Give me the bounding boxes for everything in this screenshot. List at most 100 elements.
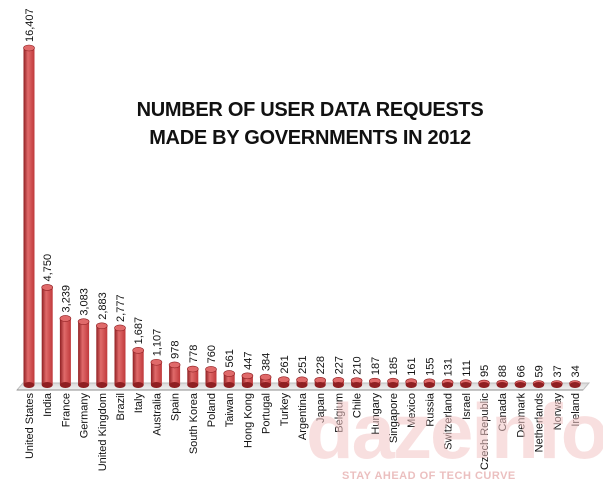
bar-base bbox=[150, 382, 162, 388]
bar-body bbox=[96, 325, 108, 385]
bar-switzerland bbox=[441, 379, 454, 388]
category-label: Ireland bbox=[570, 393, 582, 427]
value-label: 3,239 bbox=[60, 285, 72, 313]
value-label: 778 bbox=[188, 345, 200, 363]
bar-base bbox=[387, 382, 399, 388]
value-label: 384 bbox=[261, 353, 273, 371]
category-label: India bbox=[42, 392, 54, 417]
bar-base bbox=[332, 382, 344, 388]
value-label: 228 bbox=[315, 356, 327, 374]
bar-body bbox=[223, 373, 235, 385]
value-label: 34 bbox=[570, 365, 582, 377]
value-labels-group: 16,407 4,750 3,239 3,083 2,883 2,777 1,687 1,10… bbox=[24, 8, 582, 377]
bar-singapore bbox=[387, 377, 399, 388]
bar-body bbox=[41, 287, 53, 385]
category-label: Japan bbox=[315, 393, 327, 423]
chart-title-line-2: MADE BY GOVERNMENTS IN 2012 bbox=[149, 127, 471, 149]
value-label: 2,883 bbox=[97, 292, 109, 320]
category-label: Canada bbox=[497, 392, 509, 431]
bar-france bbox=[59, 315, 72, 388]
category-label: Singapore bbox=[388, 393, 400, 443]
bar-body bbox=[241, 375, 253, 385]
watermark: dazeinfo STAY AHEAD OF TECH CURVE bbox=[306, 392, 603, 492]
bar-base bbox=[314, 382, 326, 388]
bar-hungary bbox=[368, 377, 381, 388]
bar-cap bbox=[96, 322, 108, 330]
value-label: 251 bbox=[297, 355, 309, 373]
value-label: 1,687 bbox=[133, 317, 145, 345]
category-label: Taiwan bbox=[224, 393, 236, 427]
bar-cap bbox=[114, 324, 126, 332]
bar-body bbox=[150, 362, 162, 385]
category-label: Czech Republic bbox=[479, 393, 491, 471]
bar-czech-republic bbox=[478, 379, 490, 388]
bar-body bbox=[23, 48, 35, 385]
value-label: 227 bbox=[333, 356, 345, 374]
value-label: 447 bbox=[242, 351, 254, 369]
bar-australia bbox=[150, 358, 163, 388]
bar-mexico bbox=[405, 378, 418, 388]
bar-base bbox=[278, 382, 290, 388]
bar-united-kingdom bbox=[96, 322, 108, 388]
bar-portugal bbox=[259, 373, 272, 388]
bar-norway bbox=[550, 380, 563, 388]
category-label: Australia bbox=[151, 392, 163, 436]
bar-body bbox=[169, 364, 181, 385]
bar-cap bbox=[132, 347, 144, 354]
bar-argentina bbox=[296, 376, 308, 388]
value-label: 978 bbox=[170, 341, 182, 359]
category-label: Portugal bbox=[261, 393, 273, 434]
bar-base bbox=[514, 382, 526, 388]
bar-germany bbox=[77, 318, 90, 388]
bar-chile bbox=[350, 377, 363, 388]
bar-base bbox=[96, 382, 108, 388]
value-label: 111 bbox=[461, 360, 473, 377]
category-label: Hungary bbox=[370, 393, 382, 435]
bar-united-states bbox=[23, 44, 35, 388]
value-label: 210 bbox=[352, 356, 364, 374]
bar-spain bbox=[168, 361, 181, 388]
value-label: 187 bbox=[370, 357, 382, 375]
bar-base bbox=[205, 382, 217, 388]
category-label: Germany bbox=[79, 393, 91, 439]
category-label: Netherlands bbox=[534, 393, 546, 453]
category-labels-group: United States India France Germany United Ki… bbox=[24, 392, 582, 471]
bar-base bbox=[41, 382, 53, 388]
bar-cap bbox=[259, 373, 272, 381]
bar-cap bbox=[59, 315, 72, 322]
bar-russia bbox=[423, 378, 436, 388]
bar-base bbox=[369, 382, 381, 388]
bar-canada bbox=[496, 379, 509, 388]
bar-body bbox=[260, 377, 272, 385]
category-label: Belgium bbox=[333, 393, 345, 433]
category-label: Poland bbox=[206, 393, 218, 427]
bar-body bbox=[59, 318, 71, 385]
bar-base bbox=[241, 382, 253, 388]
value-label: 131 bbox=[443, 358, 455, 376]
bar-cap bbox=[168, 361, 181, 369]
watermark-tagline: STAY AHEAD OF TECH CURVE bbox=[342, 470, 516, 482]
value-label: 185 bbox=[388, 357, 400, 375]
bar-base bbox=[442, 382, 454, 388]
bar-base bbox=[223, 382, 235, 388]
value-label: 59 bbox=[534, 365, 546, 377]
value-label: 37 bbox=[552, 365, 564, 377]
bar-cap bbox=[150, 358, 163, 366]
value-label: 155 bbox=[424, 357, 436, 375]
bar-ireland bbox=[569, 380, 581, 388]
bar-base bbox=[405, 382, 417, 388]
bar-base bbox=[496, 382, 508, 388]
value-label: 88 bbox=[497, 365, 509, 377]
bar-italy bbox=[132, 347, 144, 388]
bar-base bbox=[78, 382, 90, 388]
value-label: 3,083 bbox=[79, 288, 91, 316]
bar-turkey bbox=[277, 376, 290, 388]
bar-belgium bbox=[332, 377, 345, 388]
bar-base bbox=[260, 382, 272, 388]
category-label: Norway bbox=[552, 393, 564, 431]
bar-cap bbox=[277, 376, 290, 383]
bar-base bbox=[351, 382, 363, 388]
value-label: 4,750 bbox=[42, 254, 54, 282]
chart-title-line-1: NUMBER OF USER DATA REQUESTS bbox=[136, 99, 484, 121]
